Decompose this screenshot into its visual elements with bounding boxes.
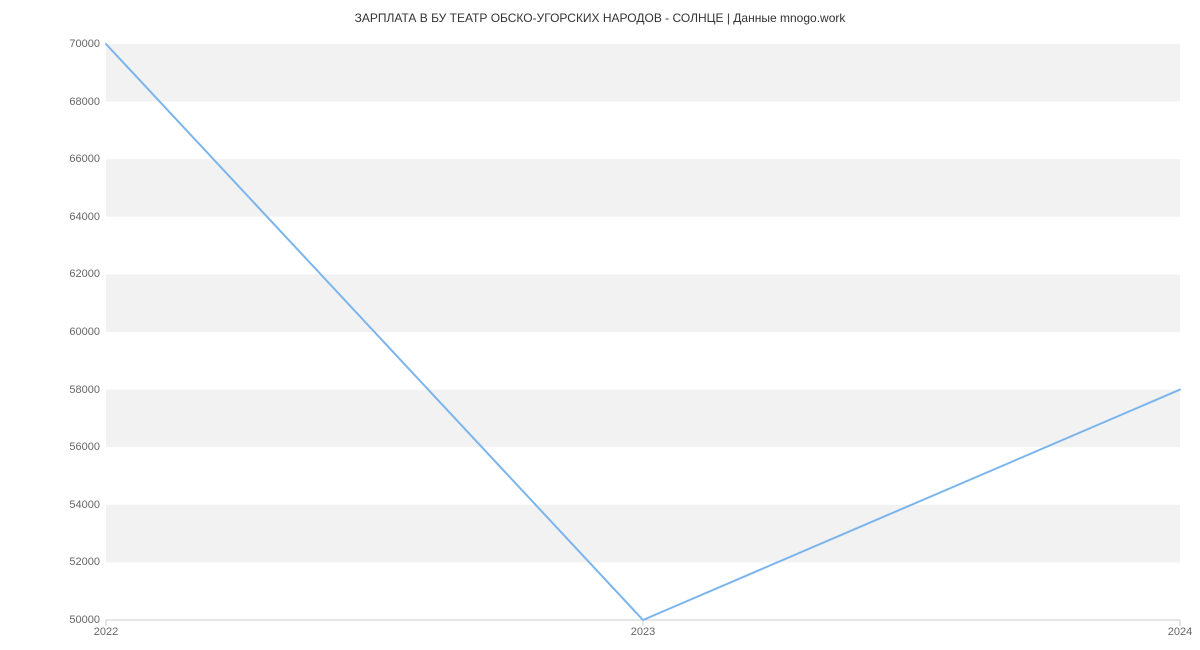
y-tick-label: 56000 <box>69 441 106 453</box>
y-tick-label: 52000 <box>69 556 106 568</box>
y-tick-label: 68000 <box>69 96 106 108</box>
y-tick-label: 70000 <box>69 38 106 50</box>
x-tick-label: 2023 <box>631 620 655 638</box>
y-tick-label: 64000 <box>69 211 106 223</box>
chart-title: ЗАРПЛАТА В БУ ТЕАТР ОБСКО-УГОРСКИХ НАРОД… <box>0 11 1200 25</box>
y-tick-label: 60000 <box>69 326 106 338</box>
x-tick-label: 2022 <box>94 620 118 638</box>
y-tick-label: 58000 <box>69 384 106 396</box>
y-tick-label: 54000 <box>69 499 106 511</box>
y-tick-label: 66000 <box>69 153 106 165</box>
plot-area: 5000052000540005600058000600006200064000… <box>106 44 1180 620</box>
y-tick-label: 62000 <box>69 268 106 280</box>
x-tick-label: 2024 <box>1168 620 1192 638</box>
